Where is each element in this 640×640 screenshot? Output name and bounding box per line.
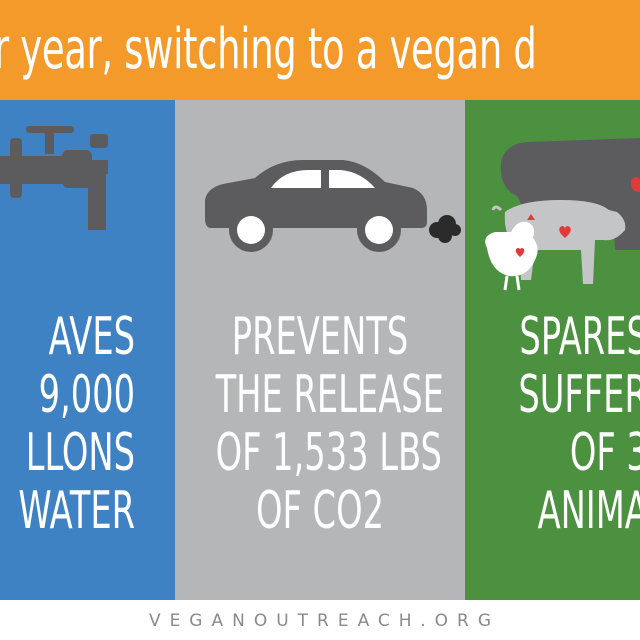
website-url: VEGANOUTREACH.ORG (148, 611, 501, 631)
water-stat-line-2: 9,000 (38, 365, 135, 425)
co2-stat-line-2: THE RELEASE (215, 365, 444, 425)
co2-stat-line-4: OF CO2 (255, 481, 385, 541)
animals-stat-line-1: SPARES (519, 307, 640, 367)
animals-stat-line-3: OF 3 (569, 423, 640, 483)
headline-text: r year, switching to a vegan d (0, 17, 537, 82)
water-stat-line-1: AVES (48, 307, 135, 367)
exhaust-smoke-icon (429, 215, 461, 243)
farm-animals-icon (485, 138, 640, 291)
footer: VEGANOUTREACH.ORG (0, 600, 640, 640)
animals-stat-line-2: SUFFER (518, 365, 640, 425)
animals-stat-line-4: ANIMA (537, 481, 640, 541)
panel-animals: SPARES SUFFER OF 3 ANIMA (465, 100, 640, 600)
pig-icon (491, 200, 626, 284)
faucet-icon (0, 126, 108, 230)
water-stat: AVES 9,000 LLONS WATER (0, 308, 135, 540)
co2-stat-line-3: OF 1,533 LBS (215, 423, 442, 483)
cow-icon (500, 138, 640, 250)
headline-banner: r year, switching to a vegan d (0, 0, 640, 100)
animals-stat: SPARES SUFFER OF 3 ANIMA (468, 308, 640, 540)
panel-water: AVES 9,000 LLONS WATER (0, 100, 175, 600)
co2-stat: PREVENTS THE RELEASE OF 1,533 LBS OF CO2 (175, 308, 465, 540)
chicken-icon (485, 214, 538, 291)
panel-co2: PREVENTS THE RELEASE OF 1,533 LBS OF CO2 (175, 100, 465, 600)
water-stat-line-4: WATER (18, 481, 135, 541)
water-stat-line-3: LLONS (25, 423, 135, 483)
car-icon (205, 160, 461, 252)
co2-stat-line-1: PREVENTS (231, 307, 409, 367)
